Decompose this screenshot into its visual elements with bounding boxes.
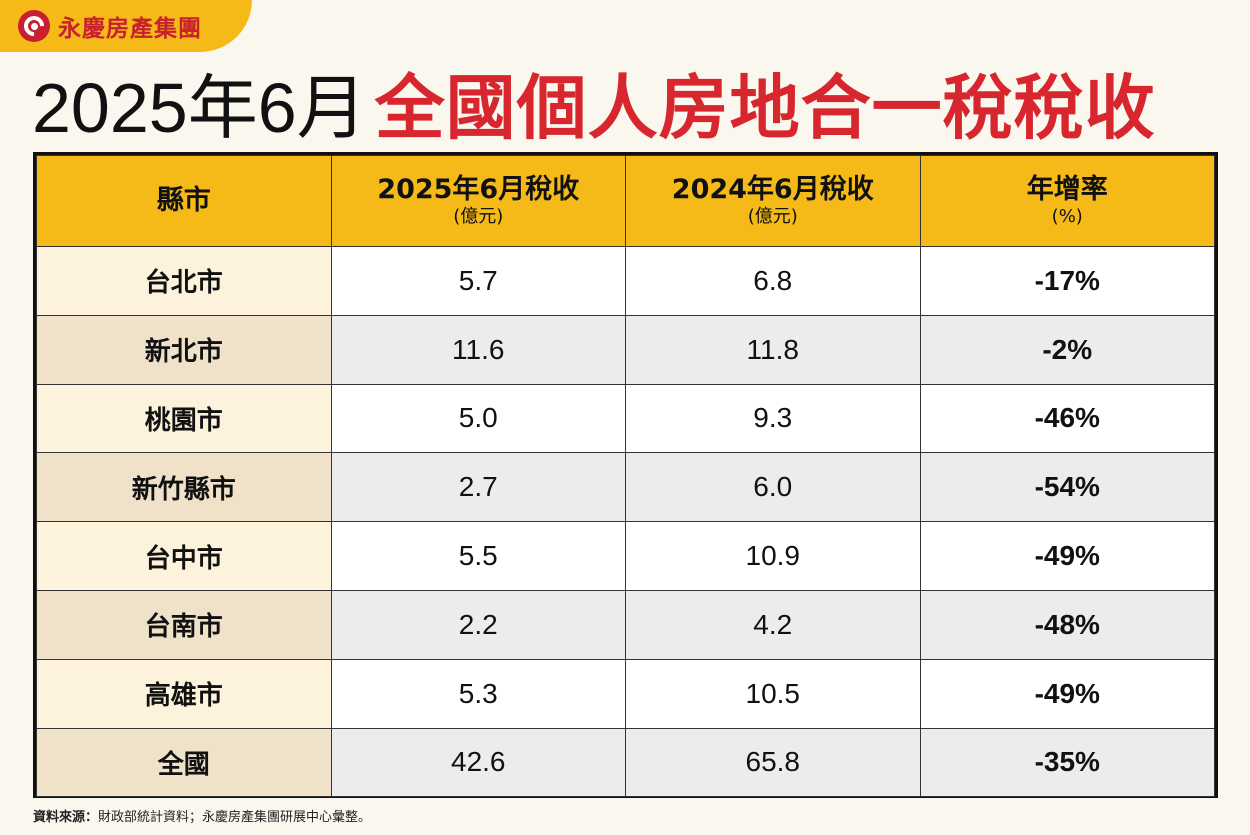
header-rate-label: 年增率 — [1026, 174, 1108, 206]
cell-county: 全國 — [36, 727, 332, 798]
cell-county: 台北市 — [36, 246, 332, 316]
cell-2025-value: 11.6 — [330, 314, 626, 385]
cell-2024-value: 10.9 — [625, 521, 921, 591]
table-row: 新北市 11.6 11.8 -2% — [36, 314, 1215, 385]
header-rate-unit: (%) — [1051, 205, 1083, 227]
cell-2024-value: 4.2 — [625, 589, 921, 660]
source-text: 財政部統計資料；永慶房產集團研展中心彙整。 — [98, 810, 372, 825]
table-row: 全國 42.6 65.8 -35% — [36, 727, 1215, 798]
cell-yoy-rate: -48% — [919, 589, 1215, 660]
cell-2024-value: 6.0 — [625, 452, 921, 523]
table-row: 新竹縣市 2.7 6.0 -54% — [36, 452, 1215, 523]
cell-2025-value: 5.7 — [330, 246, 626, 316]
cell-yoy-rate: -49% — [919, 521, 1215, 591]
cell-2024-value: 10.5 — [625, 658, 921, 729]
cell-yoy-rate: -17% — [919, 246, 1215, 316]
header-county: 縣市 — [36, 155, 332, 247]
table-body: 台北市 5.7 6.8 -17% 新北市 11.6 11.8 -2% 桃園市 5.0 9.3 -46%… — [36, 246, 1215, 798]
page-title: 2025年6月 全國個人房地合一稅稅收 — [32, 60, 1156, 149]
cell-2025-value: 5.3 — [330, 658, 626, 729]
cell-2025-value: 5.0 — [330, 383, 626, 454]
brand-name: 永慶房產集團 — [58, 16, 202, 42]
header-2024-unit: (億元) — [747, 205, 798, 227]
brand-tab: 永慶房產集團 — [0, 0, 252, 52]
cell-county: 台南市 — [36, 589, 332, 660]
cell-yoy-rate: -35% — [919, 727, 1215, 798]
header-2024: 2024年6月稅收 (億元) — [625, 155, 921, 247]
cell-yoy-rate: -49% — [919, 658, 1215, 729]
cell-county: 台中市 — [36, 521, 332, 591]
header-county-label: 縣市 — [156, 185, 211, 217]
header-2025: 2025年6月稅收 (億元) — [330, 155, 626, 247]
cell-yoy-rate: -2% — [919, 314, 1215, 385]
table-row: 高雄市 5.3 10.5 -49% — [36, 658, 1215, 729]
cell-2024-value: 65.8 — [625, 727, 921, 798]
cell-2024-value: 11.8 — [625, 314, 921, 385]
cell-2025-value: 2.7 — [330, 452, 626, 523]
table-row: 台北市 5.7 6.8 -17% — [36, 246, 1215, 316]
source-note: 資料來源：財政部統計資料；永慶房產集團研展中心彙整。 — [33, 806, 371, 825]
cell-county: 新竹縣市 — [36, 452, 332, 523]
header-2025-label: 2025年6月稅收 — [377, 174, 580, 206]
title-highlight: 全國個人房地合一稅稅收 — [374, 66, 1156, 149]
source-label: 資料來源： — [33, 810, 99, 825]
header-rate: 年增率 (%) — [919, 155, 1215, 247]
cell-yoy-rate: -46% — [919, 383, 1215, 454]
table-row: 桃園市 5.0 9.3 -46% — [36, 383, 1215, 454]
cell-2025-value: 5.5 — [330, 521, 626, 591]
cell-2024-value: 6.8 — [625, 246, 921, 316]
tax-table: 縣市 2025年6月稅收 (億元) 2024年6月稅收 (億元) 年增率 (%)… — [33, 152, 1218, 798]
cell-2025-value: 2.2 — [330, 589, 626, 660]
cell-2024-value: 9.3 — [625, 383, 921, 454]
cell-2025-value: 42.6 — [330, 727, 626, 798]
header-2025-unit: (億元) — [453, 205, 504, 227]
table-header-row: 縣市 2025年6月稅收 (億元) 2024年6月稅收 (億元) 年增率 (%) — [36, 155, 1215, 247]
cell-county: 新北市 — [36, 314, 332, 385]
cell-yoy-rate: -54% — [919, 452, 1215, 523]
cell-county: 桃園市 — [36, 383, 332, 454]
cell-county: 高雄市 — [36, 658, 332, 729]
header-2024-label: 2024年6月稅收 — [671, 174, 874, 206]
yungching-logo-icon — [18, 10, 50, 42]
title-date: 2025年6月 — [32, 68, 367, 147]
table-row: 台南市 2.2 4.2 -48% — [36, 589, 1215, 660]
tax-table-grid: 縣市 2025年6月稅收 (億元) 2024年6月稅收 (億元) 年增率 (%)… — [36, 155, 1215, 798]
table-row: 台中市 5.5 10.9 -49% — [36, 521, 1215, 591]
